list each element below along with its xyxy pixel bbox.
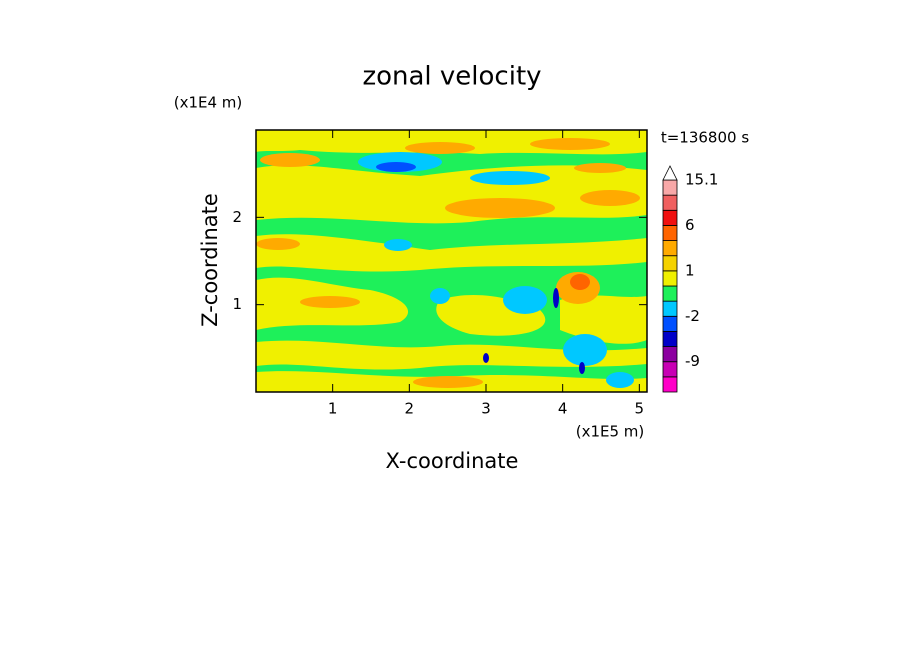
contour-region bbox=[580, 190, 640, 206]
contour-region bbox=[574, 163, 626, 173]
x-unit: (x1E5 m) bbox=[576, 423, 645, 441]
contour-region bbox=[470, 171, 550, 185]
contour-region bbox=[260, 153, 320, 167]
contour-region bbox=[483, 353, 489, 363]
contour-region bbox=[300, 296, 360, 308]
colorbar-segment bbox=[662, 376, 678, 393]
contour-region bbox=[256, 238, 300, 250]
contour-region bbox=[606, 372, 634, 388]
plot-frame bbox=[255, 129, 648, 393]
y-unit: (x1E4 m) bbox=[174, 94, 243, 112]
chart-title: zonal velocity bbox=[362, 62, 541, 92]
colorbar-segment bbox=[662, 346, 678, 363]
contour-region bbox=[503, 286, 547, 314]
colorbar-segment bbox=[662, 331, 678, 347]
contour-region bbox=[376, 162, 416, 172]
x-tick-label: 3 bbox=[481, 400, 491, 418]
contour-region bbox=[430, 288, 450, 304]
contour-region bbox=[445, 198, 555, 218]
colorbar-segment bbox=[662, 270, 678, 287]
contour-region bbox=[563, 334, 607, 366]
x-tick-label: 5 bbox=[635, 400, 645, 418]
x-tick-label: 1 bbox=[328, 400, 338, 418]
x-tick-label: 4 bbox=[558, 400, 568, 418]
colorbar-segment bbox=[662, 209, 678, 226]
y-axis-label: Z-coordinate bbox=[198, 193, 222, 327]
contour-region bbox=[413, 376, 483, 388]
colorbar-segment bbox=[662, 240, 678, 257]
contour-region bbox=[256, 340, 647, 370]
contour-region bbox=[256, 234, 647, 272]
y-tick-label: 1 bbox=[232, 295, 242, 313]
contour-region bbox=[384, 239, 412, 251]
contour-region bbox=[405, 142, 475, 154]
colorbar-segment bbox=[662, 285, 678, 302]
colorbar-tick-label: 15.1 bbox=[685, 171, 718, 189]
y-tick-label: 2 bbox=[232, 208, 242, 226]
colorbar-tick-label: 6 bbox=[685, 216, 695, 234]
colorbar-tick-label: -9 bbox=[685, 352, 700, 370]
contour-region bbox=[553, 288, 559, 308]
colorbar-segment bbox=[662, 225, 678, 241]
colorbar-segment bbox=[662, 179, 678, 196]
colorbar-tick-label: -2 bbox=[685, 307, 700, 325]
colorbar-over bbox=[662, 165, 678, 181]
contour-region bbox=[530, 138, 610, 150]
colorbar-segment bbox=[662, 361, 678, 378]
colorbar-segment bbox=[662, 300, 678, 317]
x-axis-label: X-coordinate bbox=[386, 449, 519, 473]
time-label: t=136800 s bbox=[661, 129, 749, 147]
contour-region bbox=[560, 295, 647, 344]
x-tick-label: 2 bbox=[405, 400, 415, 418]
colorbar-segment bbox=[662, 315, 678, 332]
colorbar-segment bbox=[662, 255, 678, 272]
colorbar-segment bbox=[662, 194, 678, 211]
contour-region bbox=[570, 274, 590, 290]
colorbar-tick-label: 1 bbox=[685, 261, 695, 279]
contour-field bbox=[256, 130, 647, 392]
contour-region bbox=[579, 362, 585, 374]
